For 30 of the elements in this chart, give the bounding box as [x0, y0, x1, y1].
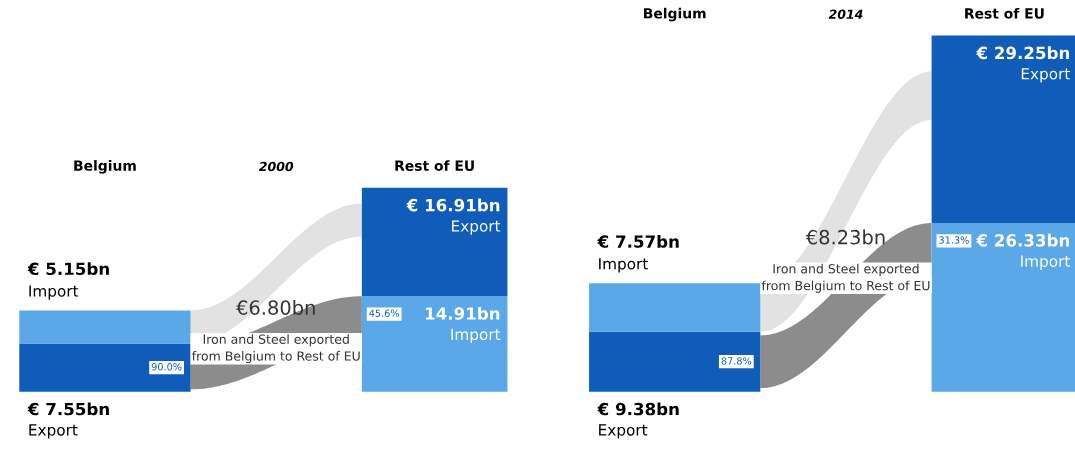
series-label: Import	[451, 328, 501, 344]
data-label: € 16.91bn	[406, 198, 500, 212]
series-label: Import	[1021, 255, 1070, 270]
data-label: €6.80bn	[236, 299, 315, 315]
data-label: € 26.33bn	[976, 233, 1070, 247]
data-label: € 29.25bn	[976, 46, 1070, 60]
category-label: Belgium	[644, 7, 706, 22]
text: Export	[29, 424, 78, 439]
data-label: € 5.15bn	[27, 262, 109, 276]
text: Iron and Steel exported from Belgium to Rest of EU	[761, 263, 930, 293]
data-label: € 9.38bn	[597, 402, 679, 416]
text: 87.8%	[721, 357, 752, 365]
category-label: Rest of EU	[965, 7, 1044, 19]
text: Import	[29, 285, 79, 300]
text: Iron and Steel exported from Belgium to Rest of EU	[191, 334, 360, 364]
text: 2014	[828, 9, 863, 19]
data-label: € 7.55bn	[27, 402, 109, 416]
text: Import	[599, 258, 648, 273]
text: 31.3%	[939, 236, 969, 244]
text: 2000	[258, 161, 294, 172]
data-label: €8.23bn	[805, 229, 885, 245]
category-label: Belgium	[74, 160, 136, 174]
data-label: 14.91bn	[425, 306, 500, 320]
text: Export	[599, 424, 648, 439]
category-label: Rest of EU	[395, 160, 474, 171]
series-label: Export	[1021, 68, 1070, 83]
text: 45.6%	[369, 309, 400, 317]
series-label: Export	[452, 220, 501, 235]
data-label: € 7.57bn	[597, 234, 679, 248]
text: 90.0%	[151, 363, 182, 371]
